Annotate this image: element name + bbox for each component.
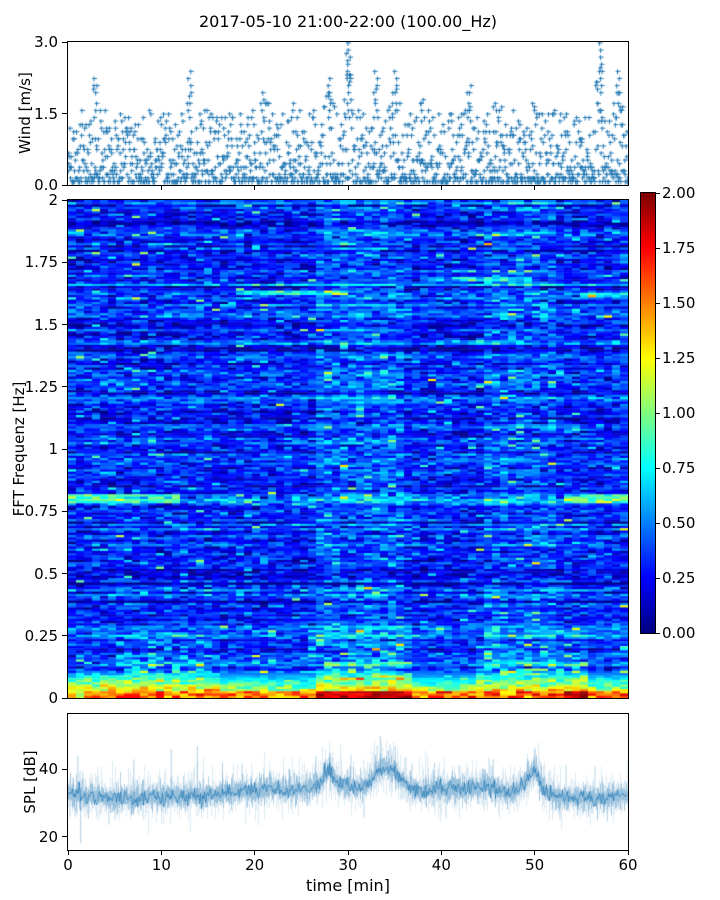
spectrogram-ytick-label: 0 [48,689,58,707]
spl-xtick-mark [440,851,442,855]
spl-xtick-mark [67,851,69,855]
spl-xtick-label: 10 [151,856,171,874]
spectrogram-ytick-mark [62,386,67,388]
figure-title: 2017-05-10 21:00-22:00 (100.00_Hz) [198,12,498,31]
colorbar-tick-label: 0.50 [662,514,696,532]
spl-xtick-label: 0 [63,856,73,874]
spl-xtick-mark [254,851,256,855]
wind-xtick-mark [254,186,256,190]
colorbar-tick-mark [656,357,660,359]
colorbar-tick-mark [656,192,660,194]
wind-scatter-plot [67,41,629,186]
colorbar-tick-mark [656,467,660,469]
colorbar-tick-label: 0.00 [662,624,696,642]
spl-xtick-mark [160,851,162,855]
spl-ytick-label: 20 [38,827,58,846]
wind-ytick-mark [62,184,67,186]
colorbar-tick-mark [656,247,660,249]
wind-xtick-mark [534,186,536,190]
colorbar-tick-mark [656,302,660,304]
spl-xtick-label: 60 [618,856,638,874]
spectrogram-ytick-mark [62,261,67,263]
colorbar-tick-label: 0.75 [662,459,696,477]
colorbar-tick-mark [656,412,660,414]
colorbar-tick-label: 1.75 [662,239,696,257]
wind-ytick-mark [62,113,67,114]
time-xlabel: time [min] [306,876,390,895]
colorbar-tick-label: 1.00 [662,404,696,422]
spl-xtick-mark [347,851,349,855]
spl-xtick-label: 30 [338,856,358,874]
colorbar-tick-label: 2.00 [662,184,696,202]
spectrogram-ytick-label: 1.25 [24,377,58,396]
wind-xtick-mark [347,186,349,190]
spl-xtick-label: 20 [245,856,265,874]
spectrogram-ytick-mark [62,510,67,512]
wind-ytick-label: 1.5 [34,104,58,123]
spectrogram-ytick-mark [62,199,67,201]
colorbar-tick-label: 1.50 [662,294,696,312]
spectrogram-ytick-mark [62,697,67,699]
spl-xtick-mark [627,851,629,855]
wind-ytick-label: 3.0 [34,33,58,51]
spl-ytick-mark [62,768,67,770]
spectrogram-ytick-mark [62,324,67,325]
spl-line-plot [67,713,629,851]
spl-ytick-label: 40 [38,760,58,779]
spl-ytick-mark [62,836,67,838]
wind-ytick-mark [62,41,67,43]
colorbar-tick-mark [656,632,660,634]
spectrogram-ytick-mark [62,635,67,637]
spectrogram-ytick-label: 1 [48,440,58,458]
spectrogram-ytick-label: 0.75 [24,502,58,521]
spectrogram-ytick-mark [62,448,67,450]
spectrogram-ytick-label: 1.75 [24,253,58,272]
colorbar-tick-mark [656,522,660,524]
colorbar-tick-label: 1.25 [662,349,696,367]
spl-xtick-label: 40 [431,856,451,874]
spectrogram-ytick-label: 1.5 [34,315,58,334]
wind-xtick-mark [440,186,442,190]
colorbar-tick-mark [656,577,660,579]
spectrogram-ytick-label: 2 [48,191,58,209]
spl-xtick-label: 50 [525,856,545,874]
spectrogram-ytick-label: 0.5 [34,564,58,583]
wind-xtick-mark [160,186,162,190]
spectrogram-plot [67,199,629,699]
colorbar [640,192,656,634]
wind-ytick-label: 0.0 [34,176,58,194]
spectrogram-ytick-label: 0.25 [24,626,58,645]
colorbar-tick-label: 0.25 [662,569,696,587]
spectrogram-ytick-mark [62,573,67,574]
spl-xtick-mark [534,851,536,855]
